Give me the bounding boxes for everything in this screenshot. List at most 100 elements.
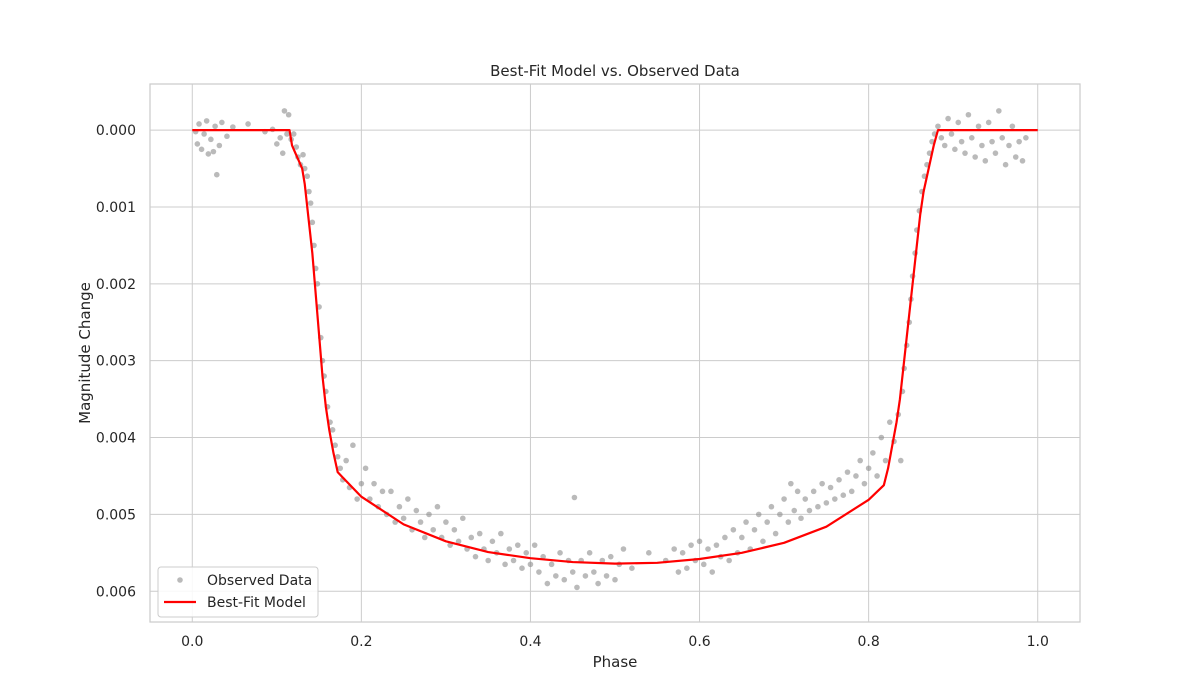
observed-data-point <box>350 442 356 449</box>
observed-data-point <box>968 135 975 141</box>
legend-observed-label: Observed Data <box>207 573 312 589</box>
observed-data-point <box>201 131 207 137</box>
observed-data-point <box>945 115 951 122</box>
observed-data-point <box>460 515 466 522</box>
observed-data-point <box>972 154 978 160</box>
observed-data-point <box>612 576 618 583</box>
observed-data-point <box>230 124 236 130</box>
observed-data-point <box>213 171 220 178</box>
observed-data-point <box>840 492 847 498</box>
observed-data-point <box>362 465 369 472</box>
observed-data-point <box>832 496 838 502</box>
observed-data-point <box>777 511 783 518</box>
observed-data-point <box>506 546 513 552</box>
observed-data-point <box>300 151 306 158</box>
observed-data-point <box>739 534 745 541</box>
x-tick-labels: 0.0 0.2 0.4 0.6 0.8 1.0 <box>181 634 1049 650</box>
y-tick-labels: 0.000 0.001 0.002 0.003 0.004 0.005 0.006 <box>96 123 136 600</box>
observed-data-point <box>498 530 504 537</box>
observed-data-point <box>451 526 458 533</box>
observed-data-point <box>203 118 210 124</box>
observed-data-point <box>224 133 230 140</box>
observed-data-point <box>836 477 842 483</box>
observed-data-point <box>205 151 212 157</box>
legend: Observed Data Best-Fit Model <box>157 566 319 618</box>
observed-data-point <box>629 565 635 571</box>
observed-data-point <box>476 530 483 537</box>
observed-data-point <box>379 488 386 495</box>
observed-data-point <box>700 561 707 568</box>
observed-data-point <box>426 511 432 518</box>
observed-data-point <box>675 569 682 575</box>
observed-data-point <box>277 135 284 141</box>
y-tick-label: 0.004 <box>96 431 136 447</box>
observed-data-point <box>979 142 985 149</box>
observed-data-point <box>212 123 218 130</box>
observed-data-point <box>485 557 491 564</box>
observed-data-point <box>274 141 280 147</box>
observed-data-point <box>985 119 992 126</box>
observed-data-point <box>802 496 809 502</box>
observed-data-point <box>975 123 982 130</box>
y-tick-label: 0.002 <box>96 277 136 293</box>
observed-data-point <box>709 569 716 575</box>
legend-model-label: Best-Fit Model <box>207 595 306 611</box>
observed-data-point <box>396 503 403 510</box>
observed-data-point <box>705 546 711 552</box>
observed-data-point <box>882 457 889 464</box>
observed-data-point <box>561 576 568 583</box>
observed-data-point <box>574 584 580 591</box>
observed-data-point <box>768 503 775 510</box>
observed-data-point <box>965 111 972 118</box>
observed-data-point <box>540 553 546 560</box>
observed-data-point <box>938 135 945 141</box>
observed-data-point <box>196 121 202 127</box>
observed-data-point <box>536 569 542 575</box>
observed-data-point <box>468 534 475 541</box>
observed-data-point <box>400 515 407 522</box>
observed-data-point <box>557 550 563 556</box>
observed-data-point <box>952 146 958 153</box>
observed-data-point <box>293 144 300 150</box>
observed-data-point <box>417 519 424 525</box>
observed-data-point <box>806 507 813 514</box>
observed-data-point <box>553 573 559 579</box>
observed-data-point <box>982 158 989 164</box>
y-tick-label: 0.000 <box>96 123 136 139</box>
observed-data-point <box>332 442 338 449</box>
observed-data-point <box>527 561 534 568</box>
observed-data-point <box>857 457 863 464</box>
observed-data-point <box>388 488 394 495</box>
observed-data-point <box>208 136 214 143</box>
observed-data-point <box>434 503 441 510</box>
observed-data-point <box>443 519 449 525</box>
plot-frame <box>149 83 1081 623</box>
observed-data-point <box>544 580 551 587</box>
chart-title: Best-Fit Model vs. Observed Data <box>490 62 740 80</box>
x-tick-label: 0.6 <box>688 634 710 650</box>
observed-data-point <box>510 557 517 564</box>
observed-data-point <box>844 469 851 475</box>
observed-data-point <box>688 542 694 548</box>
observed-data-point <box>198 146 205 153</box>
y-tick-label: 0.003 <box>96 354 136 370</box>
x-axis-label: Phase <box>593 653 638 671</box>
observed-data-point <box>548 561 555 568</box>
observed-data-point <box>519 565 525 571</box>
observed-data-point <box>284 131 290 137</box>
observed-data-point <box>772 530 779 537</box>
legend-observed-marker <box>177 577 183 583</box>
observed-data-point <box>290 131 297 137</box>
observed-data-point <box>962 150 968 156</box>
observed-data-point <box>810 488 817 495</box>
observed-data-point <box>309 219 316 226</box>
observed-data-point <box>897 457 904 464</box>
observed-data-point <box>334 453 341 460</box>
observed-data-point <box>591 569 597 575</box>
observed-data-point <box>1002 161 1009 168</box>
y-tick-label: 0.006 <box>96 584 136 600</box>
observed-data-point <box>646 550 652 556</box>
best-fit-model-line <box>192 129 1038 565</box>
observed-data-point <box>1012 154 1019 160</box>
observed-data-point <box>743 519 749 525</box>
